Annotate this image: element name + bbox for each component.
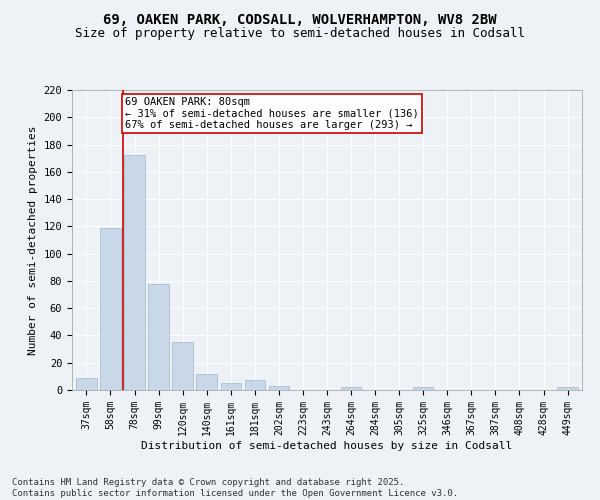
Text: 69, OAKEN PARK, CODSALL, WOLVERHAMPTON, WV8 2BW: 69, OAKEN PARK, CODSALL, WOLVERHAMPTON, … [103, 12, 497, 26]
Bar [413, 388, 433, 390]
Bar [172, 342, 193, 390]
Bar [341, 388, 361, 390]
Text: Contains HM Land Registry data © Crown copyright and database right 2025.
Contai: Contains HM Land Registry data © Crown c… [12, 478, 458, 498]
Bar [269, 386, 289, 390]
Bar [100, 228, 121, 390]
Bar [148, 284, 169, 390]
Bar [76, 378, 97, 390]
Bar [245, 380, 265, 390]
Bar [196, 374, 217, 390]
Bar [124, 156, 145, 390]
Y-axis label: Number of semi-detached properties: Number of semi-detached properties [28, 125, 38, 355]
Bar [557, 388, 578, 390]
Bar [221, 383, 241, 390]
Text: 69 OAKEN PARK: 80sqm
← 31% of semi-detached houses are smaller (136)
67% of semi: 69 OAKEN PARK: 80sqm ← 31% of semi-detac… [125, 97, 419, 130]
X-axis label: Distribution of semi-detached houses by size in Codsall: Distribution of semi-detached houses by … [142, 440, 512, 450]
Text: Size of property relative to semi-detached houses in Codsall: Size of property relative to semi-detach… [75, 28, 525, 40]
